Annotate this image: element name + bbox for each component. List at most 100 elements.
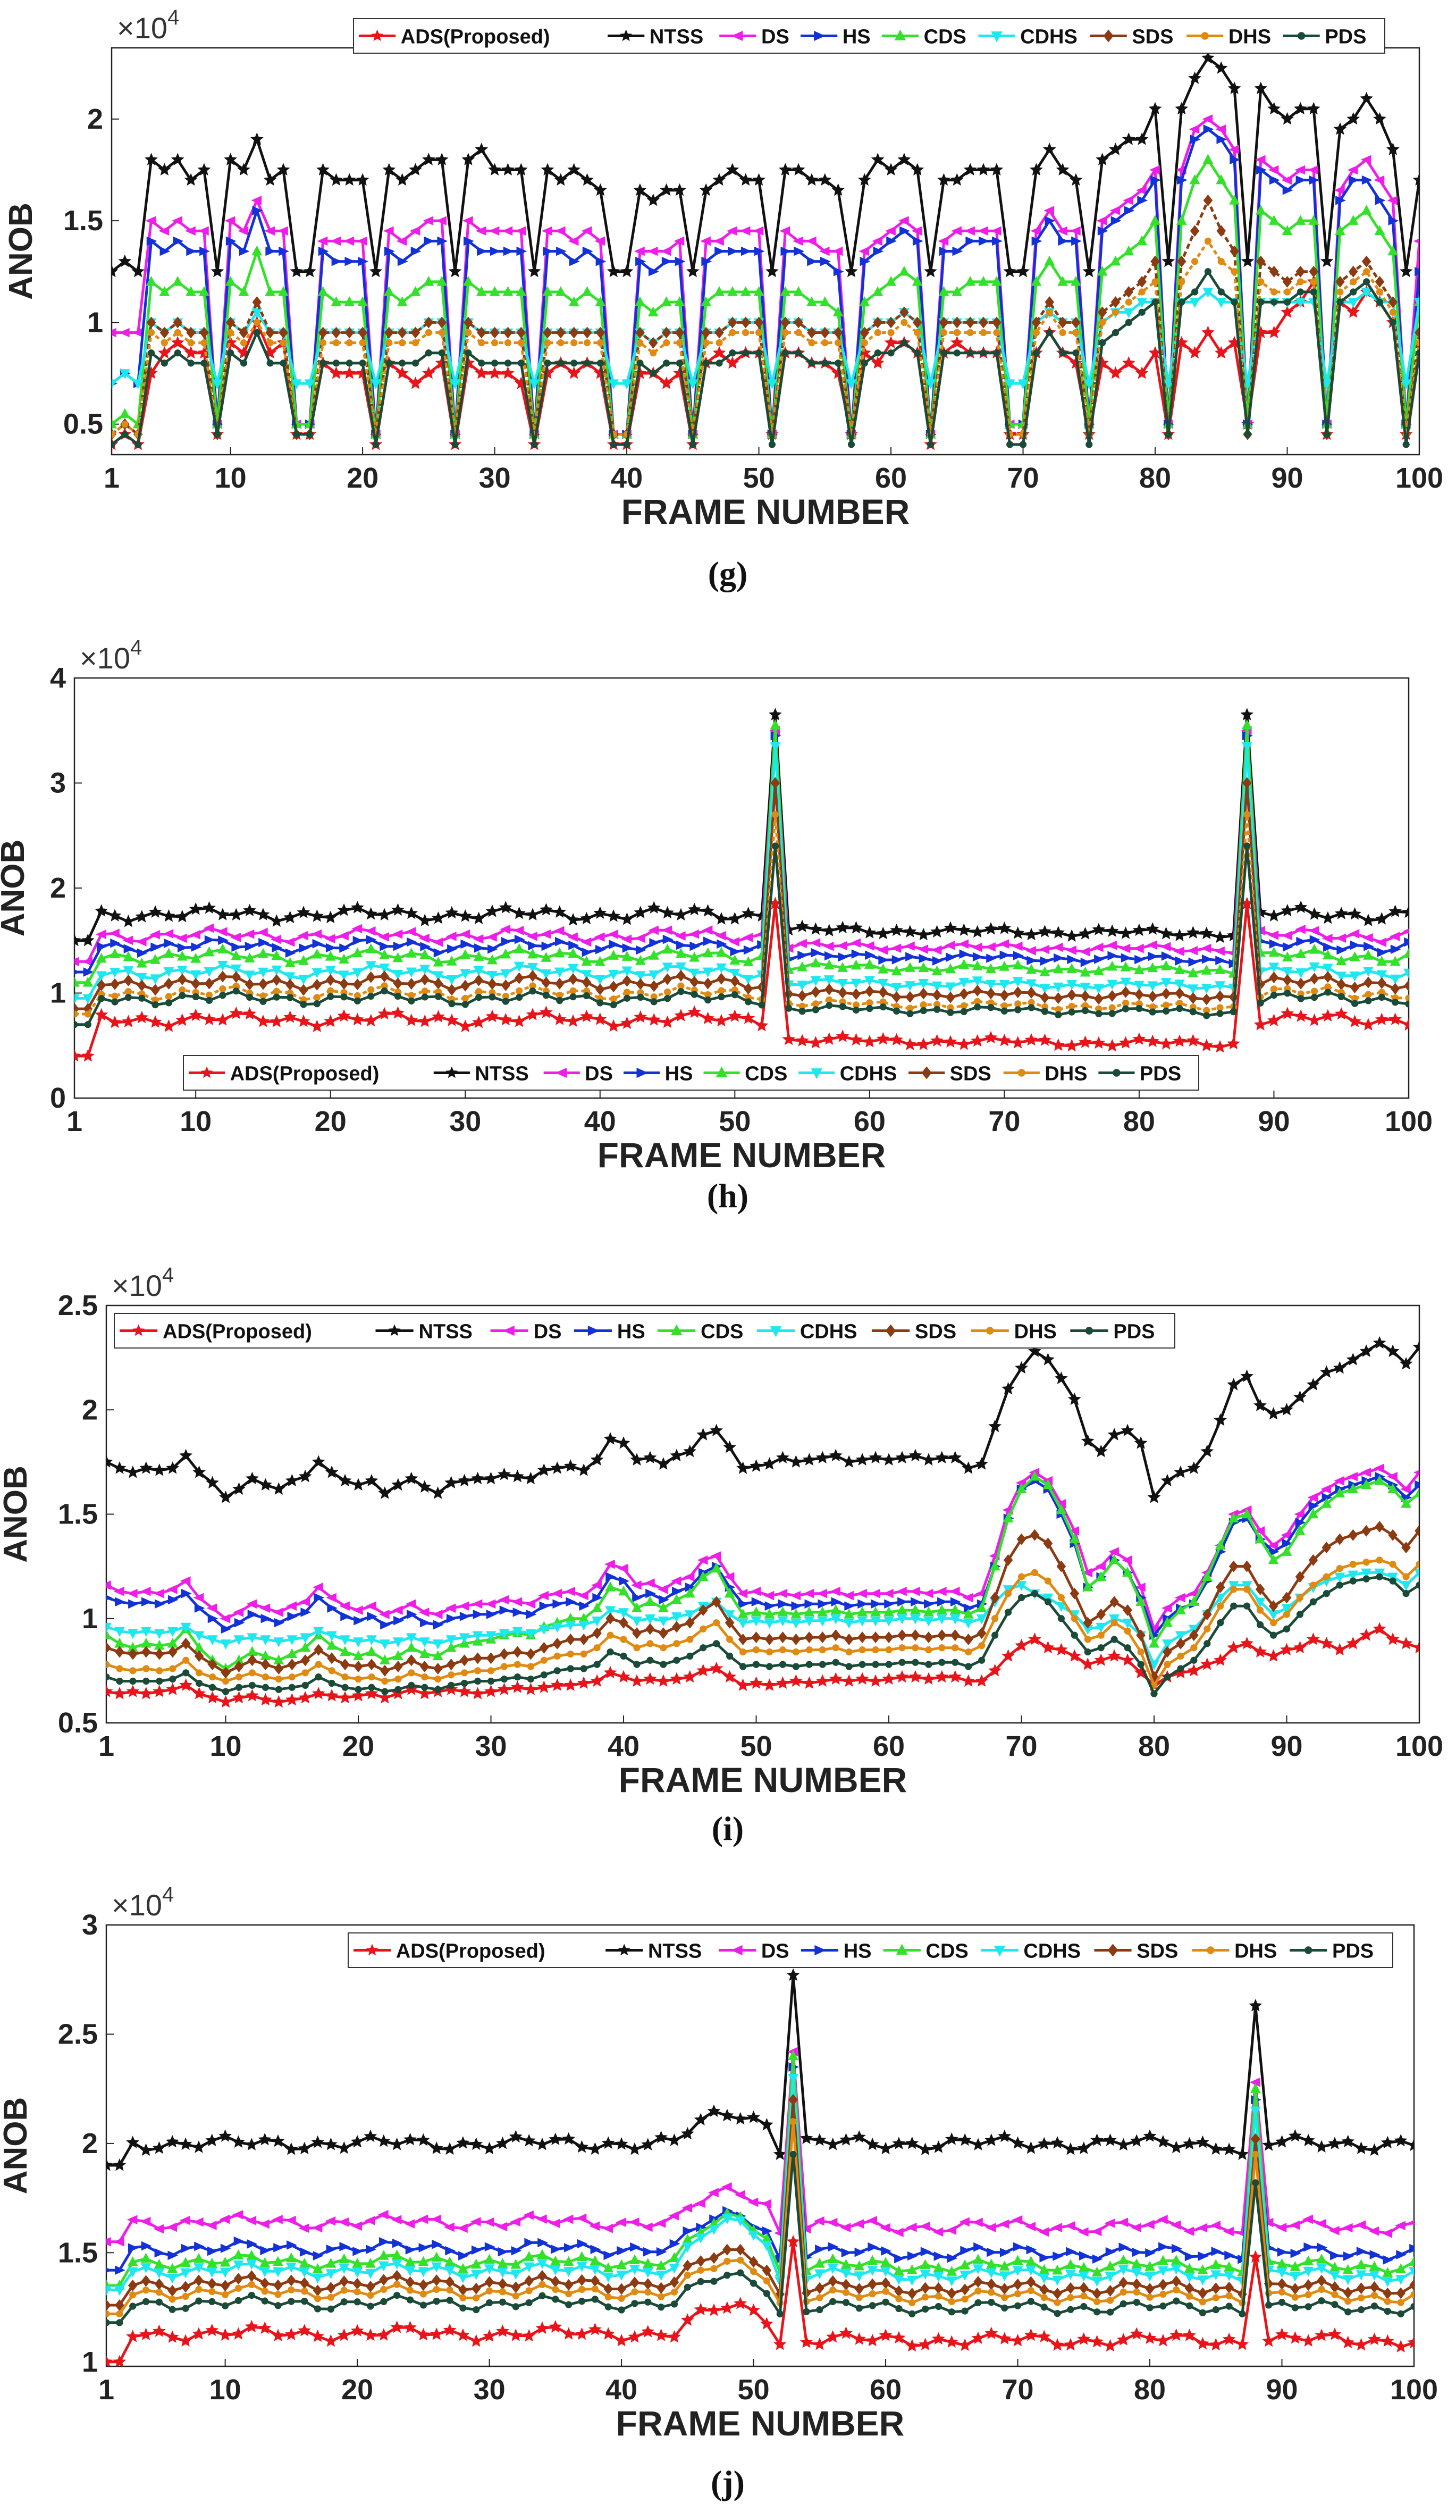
data-point	[1395, 2221, 1405, 2231]
data-point	[649, 949, 660, 960]
legend-marker	[1297, 32, 1306, 40]
data-point	[371, 379, 381, 390]
data-point	[833, 266, 844, 277]
data-point	[1147, 1491, 1161, 1503]
data-point	[729, 968, 740, 979]
data-point	[340, 2298, 348, 2306]
data-point	[623, 441, 630, 448]
data-point	[1065, 2259, 1076, 2270]
data-point	[1135, 132, 1149, 145]
data-point	[1403, 928, 1409, 934]
data-point	[1019, 441, 1027, 448]
data-point	[1040, 956, 1051, 966]
data-point	[1161, 951, 1172, 961]
data-point	[777, 1616, 788, 1627]
data-point	[311, 2135, 324, 2148]
data-point	[1096, 153, 1109, 165]
data-point	[885, 1646, 893, 1654]
data-point	[299, 984, 308, 996]
data-point	[1202, 154, 1214, 164]
data-point	[1276, 2258, 1287, 2268]
data-point	[392, 929, 403, 939]
data-point	[193, 2263, 204, 2273]
data-point	[905, 991, 915, 1003]
data-point	[1050, 2338, 1064, 2351]
data-point	[231, 942, 242, 952]
data-point	[1214, 946, 1225, 956]
data-point	[1243, 1602, 1251, 1610]
data-point	[959, 949, 970, 959]
data-point	[180, 2268, 191, 2279]
data-point	[1064, 2221, 1075, 2231]
data-point	[1348, 298, 1359, 308]
data-point	[1135, 1004, 1143, 1012]
data-point	[797, 981, 807, 991]
data-point	[918, 962, 929, 972]
data-point	[1209, 2142, 1223, 2155]
legend-marker	[1103, 29, 1114, 43]
legend: ADS(Proposed) NTSS DS HS CDS CDHS SDS DHS PDS	[353, 18, 1385, 54]
data-point	[1188, 957, 1199, 967]
data-point	[966, 349, 974, 357]
data-point	[786, 1968, 800, 1981]
data-point	[181, 1588, 192, 1598]
data-point	[167, 1595, 179, 1605]
data-point	[315, 1673, 322, 1681]
data-point	[551, 2275, 560, 2288]
data-point	[1295, 215, 1306, 225]
data-point	[233, 2273, 243, 2285]
data-point	[1263, 2217, 1274, 2228]
data-point	[988, 1663, 1001, 1677]
data-point	[340, 1659, 350, 1671]
data-point	[1151, 278, 1159, 286]
data-point	[251, 245, 263, 256]
data-point	[234, 1618, 245, 1628]
data-point	[1255, 155, 1266, 165]
data-point	[1389, 1577, 1396, 1585]
data-point	[365, 2268, 376, 2279]
data-point	[324, 2137, 338, 2150]
x-axis-label: FRAME NUMBER	[619, 1760, 907, 1799]
axis-exponent: ×104	[80, 636, 142, 675]
data-point	[1191, 288, 1199, 296]
x-axis-label: FRAME NUMBER	[621, 492, 910, 531]
data-point	[148, 905, 162, 918]
data-point	[663, 339, 670, 347]
data-point	[486, 2287, 493, 2295]
data-point	[755, 349, 763, 357]
data-point	[952, 246, 963, 256]
data-point	[1381, 2334, 1394, 2347]
data-point	[742, 933, 753, 942]
data-point	[745, 998, 752, 1006]
data-point	[980, 329, 987, 337]
data-point	[1364, 976, 1373, 989]
data-point	[1051, 1038, 1065, 1051]
data-point	[570, 339, 578, 347]
data-point	[1190, 135, 1201, 144]
data-point	[106, 1642, 111, 1654]
data-point	[752, 173, 765, 186]
data-point	[1404, 937, 1409, 947]
data-point	[1388, 216, 1399, 225]
data-point	[619, 1617, 628, 1629]
data-point	[603, 2283, 613, 2295]
data-point	[804, 1631, 814, 1644]
data-point	[1081, 1434, 1095, 1447]
data-point	[339, 978, 349, 990]
data-point	[1017, 1594, 1025, 1602]
data-point	[288, 1684, 296, 1691]
data-point	[169, 2306, 176, 2313]
data-point	[419, 1648, 430, 1659]
data-point	[260, 1659, 271, 1671]
data-point	[778, 163, 792, 175]
data-point	[1105, 2247, 1116, 2257]
data-point	[714, 326, 724, 339]
data-point	[340, 2287, 348, 2294]
data-point	[359, 339, 366, 347]
data-point	[768, 441, 776, 448]
data-point	[1053, 2251, 1064, 2261]
data-point	[1240, 708, 1254, 721]
data-point	[406, 948, 417, 958]
series-line-cds	[106, 1475, 1419, 1670]
data-point	[137, 979, 147, 992]
